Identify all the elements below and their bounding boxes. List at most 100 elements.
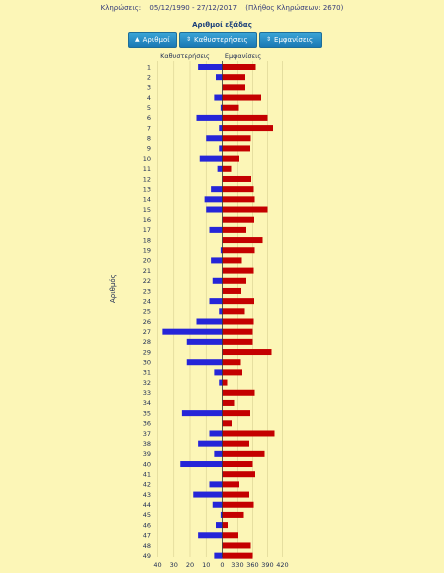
delay-bar xyxy=(209,226,223,233)
category-label: 28 xyxy=(143,338,151,346)
draw-label: Κληρώσεις: xyxy=(100,4,142,12)
category-label: 41 xyxy=(143,471,151,479)
delay-bar xyxy=(219,145,223,152)
appearance-bar xyxy=(222,175,251,182)
sort-icon: ⇕ xyxy=(186,36,192,43)
appearance-bar xyxy=(222,501,254,508)
delay-bar xyxy=(214,552,223,559)
category-label: 34 xyxy=(143,399,151,407)
sort-by-delay-label: Καθυστερήσεις xyxy=(194,36,248,44)
sort-button-bar: ▲ Αριθμοί ⇕ Καθυστερήσεις ⇕ Εμφανίσεις xyxy=(128,32,322,50)
category-label: 43 xyxy=(143,491,151,499)
draw-count: (Πλήθος Κληρώσεων: 2670) xyxy=(245,4,344,12)
delay-bar xyxy=(198,440,223,447)
delay-bar xyxy=(186,338,223,345)
delay-bar xyxy=(186,359,223,366)
appearance-bar xyxy=(222,552,253,559)
appearance-bar xyxy=(222,267,254,274)
category-label: 6 xyxy=(147,114,151,122)
chart-subtitle: Αριθμοί εξάδας xyxy=(192,21,252,29)
delay-bar xyxy=(193,491,223,498)
left-tick-label: 10 xyxy=(202,561,210,569)
sort-by-number-button[interactable]: ▲ Αριθμοί xyxy=(128,32,177,48)
category-label: 29 xyxy=(143,348,151,356)
appearance-bar xyxy=(222,430,275,437)
category-label: 21 xyxy=(143,267,151,275)
delay-bar xyxy=(214,450,223,457)
category-label: 49 xyxy=(143,552,151,560)
appearance-bar xyxy=(222,308,245,315)
category-label: 19 xyxy=(143,247,151,255)
appearance-bar xyxy=(222,94,261,101)
appearance-bar xyxy=(222,257,242,264)
category-label: 42 xyxy=(143,481,151,489)
category-label: 36 xyxy=(143,420,151,428)
delay-bar xyxy=(181,410,223,417)
caret-up-icon: ▲ xyxy=(135,36,140,43)
appearance-bar xyxy=(222,318,254,325)
category-label: 33 xyxy=(143,389,151,397)
delay-bar xyxy=(219,308,223,315)
category-label: 31 xyxy=(143,369,151,377)
sort-by-appearance-button[interactable]: ⇕ Εμφανίσεις xyxy=(259,32,322,48)
appearance-bar xyxy=(222,349,272,356)
category-label: 46 xyxy=(143,521,151,529)
delay-bar xyxy=(199,155,223,162)
left-tick-label: 30 xyxy=(170,561,178,569)
draw-date-range: 05/12/1990 - 27/12/2017 xyxy=(149,4,238,12)
category-label: 44 xyxy=(143,501,151,509)
sort-by-delay-button[interactable]: ⇕ Καθυστερήσεις xyxy=(179,32,257,48)
appearance-bar xyxy=(222,206,268,213)
category-label: 35 xyxy=(143,409,151,417)
appearance-bar xyxy=(222,287,241,294)
delay-bar xyxy=(219,379,223,386)
delay-bar xyxy=(206,206,223,213)
appearance-bar xyxy=(222,114,268,121)
category-label: 4 xyxy=(147,94,151,102)
delay-bar xyxy=(198,64,223,70)
appearance-bar xyxy=(222,247,255,254)
appearance-bar xyxy=(222,399,235,406)
category-label: 9 xyxy=(147,145,151,153)
y-axis-label: Αριθμός xyxy=(109,274,117,303)
category-label: 38 xyxy=(143,440,151,448)
delay-bar xyxy=(162,328,223,335)
appearance-bar xyxy=(222,165,232,172)
appearance-bar xyxy=(222,104,239,111)
category-label: 5 xyxy=(147,104,151,112)
appearance-bar xyxy=(222,155,239,162)
appearance-bar xyxy=(222,532,238,539)
category-label: 8 xyxy=(147,135,151,143)
category-label: 23 xyxy=(143,287,151,295)
category-label: 25 xyxy=(143,308,151,316)
delay-bar xyxy=(214,369,223,376)
appearance-bar xyxy=(222,237,263,244)
appearance-bar xyxy=(222,196,255,203)
category-label: 48 xyxy=(143,542,151,550)
appearance-bar xyxy=(222,216,254,223)
appearance-bar xyxy=(222,542,251,549)
appearance-bar xyxy=(222,328,253,335)
category-label: 39 xyxy=(143,450,151,458)
category-label: 45 xyxy=(143,511,151,519)
appearance-bar xyxy=(222,186,254,193)
appearance-bar xyxy=(222,461,253,468)
right-column-header: Εμφανίσεις xyxy=(225,52,261,60)
left-tick-label: 0 xyxy=(220,561,224,569)
category-label: 40 xyxy=(143,460,151,468)
left-column-header: Καθυστερήσεις xyxy=(160,52,210,60)
appearance-bar xyxy=(222,74,245,81)
delay-bar xyxy=(198,532,223,539)
category-label: 22 xyxy=(143,277,151,285)
category-label: 7 xyxy=(147,124,151,132)
delay-bar xyxy=(220,247,223,254)
category-label: 16 xyxy=(143,216,151,224)
category-label: 12 xyxy=(143,175,151,183)
delay-bar xyxy=(180,461,223,468)
category-label: 15 xyxy=(143,206,151,214)
sort-by-appearance-label: Εμφανίσεις xyxy=(274,36,314,44)
sort-by-number-label: Αριθμοί xyxy=(142,36,170,44)
appearance-bar xyxy=(222,84,245,91)
delay-bar xyxy=(196,114,223,121)
appearance-bar xyxy=(222,511,244,518)
